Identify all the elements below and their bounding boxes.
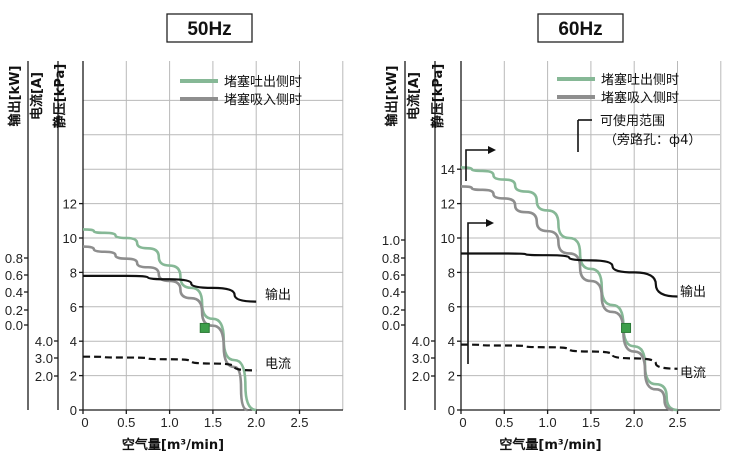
y-tick-label: 4 — [448, 334, 455, 349]
series-line-输出 — [461, 252, 678, 298]
chart-title: 60Hz — [558, 19, 602, 40]
x-tick-label: 1.5 — [204, 415, 222, 430]
y-axis-label-current: 电流[A] — [29, 72, 45, 120]
x-tick-label: 0.5 — [495, 415, 513, 430]
legend-label: 堵塞吸入侧时 — [224, 92, 302, 108]
y-axis-label-kpa: 静压[kPa] — [52, 64, 68, 128]
title-box — [537, 13, 624, 43]
current-tick-label: 2.0 — [412, 369, 430, 384]
y-axis-label-output: 输出[kW] — [384, 66, 400, 127]
series-line-输出 — [82, 274, 257, 303]
output-tick-label: 0.0 — [5, 318, 23, 333]
grid — [461, 61, 722, 410]
x-tick-label: 2.5 — [290, 415, 308, 430]
output-tick-label: 0.4 — [5, 285, 23, 300]
output-tick-label: 0.0 — [382, 318, 400, 333]
operating-point-marker — [199, 322, 210, 333]
y-tick-label: 2 — [448, 369, 455, 384]
current-tick-label: 4.0 — [412, 334, 430, 349]
output-tick-label: 0.8 — [382, 251, 400, 266]
y-tick-label: 12 — [63, 197, 77, 212]
legend-label: 堵塞吸入侧时 — [601, 90, 679, 106]
y-axis-label-current: 电流[A] — [406, 72, 422, 120]
y-tick-label: 0 — [448, 403, 455, 418]
legend-label: 堵塞吐出侧时 — [601, 72, 679, 88]
grid — [83, 61, 344, 410]
y-tick-label: 0 — [70, 403, 77, 418]
output-tick-label: 0.6 — [5, 268, 23, 283]
x-tick-label: 1.0 — [161, 415, 179, 430]
x-tick-label: 1.0 — [539, 415, 557, 430]
series-line-堵塞吸入侧时 — [460, 185, 674, 412]
y-tick-label: 2 — [70, 369, 77, 384]
x-tick-label: 1.5 — [582, 415, 600, 430]
usable-range-bracket-upper-head — [488, 146, 496, 154]
output-tick-label: 0.2 — [5, 303, 23, 318]
operating-point-marker — [621, 322, 632, 333]
series-label-output: 输出 — [265, 287, 291, 303]
y-tick-label: 10 — [63, 231, 77, 246]
output-tick-label: 0.2 — [382, 303, 400, 318]
current-tick-label: 3.0 — [412, 351, 430, 366]
series-line-电流 — [82, 355, 257, 372]
x-tick-label: 0.5 — [117, 415, 135, 430]
y-axis-label-output: 输出[kW] — [7, 66, 23, 127]
x-tick-label: 2.5 — [668, 415, 686, 430]
usable-range-bracket-lower-head — [486, 219, 494, 227]
usable-range-bracket-lower — [467, 222, 486, 364]
current-tick-label: 3.0 — [35, 351, 53, 366]
legend-label-usable-range: 可使用范围 — [600, 113, 665, 129]
y-tick-label: 4 — [70, 334, 77, 349]
x-axis-label: 空气量[m³/min] — [499, 437, 601, 453]
x-tick-label: 0 — [459, 415, 466, 430]
series-label-current: 电流 — [265, 357, 291, 372]
current-tick-label: 2.0 — [35, 369, 53, 384]
chart-title: 50Hz — [187, 19, 231, 40]
series-label-current: 电流 — [680, 366, 706, 381]
series-label-output: 输出 — [680, 284, 706, 300]
x-tick-label: 2.0 — [247, 415, 265, 430]
series-line-堵塞吸入侧时 — [82, 245, 248, 412]
y-tick-label: 6 — [448, 300, 455, 315]
x-tick-label: 2.0 — [625, 415, 643, 430]
title-box — [166, 13, 253, 43]
legend-label: 堵塞吐出侧时 — [224, 74, 302, 90]
y-tick-label: 8 — [70, 265, 77, 280]
usable-range-bracket-upper — [465, 149, 488, 181]
x-axis-label: 空气量[m³/min] — [122, 437, 224, 453]
y-tick-label: 14 — [441, 162, 455, 177]
current-tick-label: 4.0 — [35, 334, 53, 349]
y-axis-label-kpa: 静压[kPa] — [430, 64, 446, 128]
output-tick-label: 0.6 — [382, 268, 400, 283]
output-tick-label: 0.8 — [5, 251, 23, 266]
output-tick-label: 1.0 — [382, 233, 400, 248]
chart-panel-50Hz: 50Hz 0 0.5 1.0 1.5 2.0 2.5 空气量[m³/min] 0 2 4 6 8 10 12… — [5, 13, 344, 453]
y-tick-label: 12 — [441, 197, 455, 212]
output-tick-label: 0.4 — [382, 285, 400, 300]
x-tick-label: 0 — [81, 415, 88, 430]
legend-label-bypass: （旁路孔：ф4） — [604, 132, 701, 148]
y-tick-label: 10 — [441, 231, 455, 246]
y-tick-label: 6 — [70, 300, 77, 315]
y-tick-label: 8 — [448, 265, 455, 280]
series-line-堵塞吐出侧时 — [460, 166, 678, 412]
chart-panel-60Hz: 60Hz 0 0.5 1.0 1.5 2.0 2.5 空气量[m³/min] 0 2 4 6 8 10 12… — [382, 13, 722, 453]
